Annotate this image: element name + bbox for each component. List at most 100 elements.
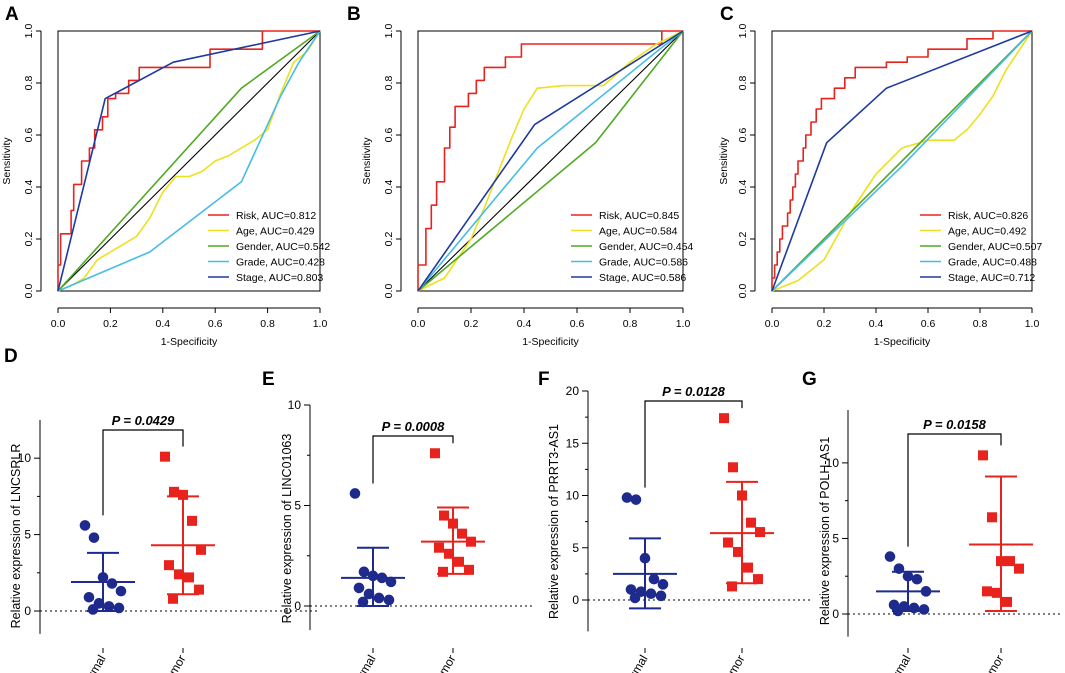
significance-bracket (102, 429, 184, 516)
panel-letter: E (262, 369, 275, 390)
y-tick-label: 0.8 (737, 76, 749, 91)
p-value-label: P = 0.0158 (923, 417, 987, 432)
y-tick-label: 0.6 (737, 128, 749, 143)
legend-label-risk: Risk, AUC=0.812 (236, 210, 316, 222)
x-axis-label: 1-Specificity (522, 336, 579, 348)
legend-label-grade: Grade, AUC=0.488 (948, 257, 1037, 269)
data-point-tumor (457, 528, 467, 539)
x-tick-label: 0.0 (51, 318, 66, 330)
y-tick-label: 10 (826, 456, 840, 470)
p-value-label: P = 0.0429 (112, 413, 176, 428)
data-point-tumor (169, 486, 179, 497)
p-value-label: P = 0.0128 (662, 384, 726, 399)
reference-diagonal (417, 30, 684, 292)
x-tick-label-tumor: tumor (431, 653, 458, 673)
data-point-normal (106, 578, 118, 589)
data-point-normal (911, 573, 923, 585)
data-point-tumor (439, 510, 449, 521)
data-point-normal (383, 594, 395, 606)
data-point-tumor (160, 451, 170, 462)
data-point-tumor (746, 517, 756, 528)
data-point-tumor (184, 572, 194, 583)
roc-curve-gender (417, 30, 684, 292)
y-tick-label: 1.0 (23, 24, 35, 39)
x-tick-label-normal: normal (620, 653, 650, 673)
data-point-normal (357, 596, 369, 608)
y-tick-label: 20 (566, 384, 580, 398)
data-point-normal (349, 488, 361, 499)
data-point-tumor (982, 586, 992, 597)
roc-curve-grade (57, 30, 321, 292)
y-tick-label: 0.8 (23, 76, 35, 91)
x-tick-label: 0.6 (208, 318, 223, 330)
plot-frame (57, 30, 321, 292)
y-axis-label: Relative expression of LINC01063 (280, 434, 294, 624)
data-point-normal (103, 601, 115, 612)
data-point-normal (625, 584, 637, 595)
data-point-tumor (164, 560, 174, 571)
roc-curve-stage (417, 30, 684, 292)
x-tick-label: 0.0 (765, 318, 780, 330)
y-tick-label: 0.6 (383, 128, 395, 143)
data-point-normal (358, 566, 370, 578)
y-tick-label: 10 (18, 451, 32, 465)
data-point-tumor (178, 489, 188, 500)
data-point-normal (115, 585, 127, 597)
data-point-normal (655, 590, 667, 602)
x-tick-label: 0.8 (260, 318, 275, 330)
roc-curve-stage (57, 30, 321, 292)
panel-letter: C (720, 4, 734, 25)
data-point-tumor (168, 593, 178, 604)
data-point-tumor (978, 450, 988, 461)
panel-letter: F (538, 369, 550, 390)
y-tick-label: 1.0 (737, 24, 749, 39)
data-point-tumor (755, 527, 765, 538)
dot-panel-f: F 0 5 10 15 20 Relative expression of PRRT3-AS… (538, 369, 810, 673)
x-tick-label: 0.2 (103, 318, 118, 330)
legend-label-stage: Stage, AUC=0.712 (948, 272, 1035, 284)
legend-label-stage: Stage, AUC=0.586 (599, 272, 686, 284)
data-point-tumor (743, 562, 753, 573)
legend-label-grade: Grade, AUC=0.586 (599, 257, 688, 269)
data-point-tumor (1014, 563, 1024, 574)
y-tick-label: 5 (832, 531, 839, 545)
x-tick-label-normal: normal (883, 653, 913, 673)
x-tick-label: 1.0 (313, 318, 328, 330)
roc-panel-b: B 0.0 0.2 0.4 0.6 0.8 1.0 0.0 0.2 0.4 0.6 0.8 1.0 Sen… (347, 4, 693, 348)
data-point-normal (87, 604, 99, 615)
data-point-normal (79, 520, 91, 531)
panel-letter: G (802, 369, 817, 390)
significance-bracket (372, 435, 454, 484)
data-point-normal (918, 604, 930, 615)
data-point-tumor (1005, 556, 1015, 567)
data-point-tumor (174, 569, 184, 580)
x-axis-label: 1-Specificity (874, 336, 931, 348)
y-tick-label: 0.2 (737, 232, 749, 247)
x-tick-label: 0.0 (411, 318, 426, 330)
legend-label-age: Age, AUC=0.429 (236, 226, 315, 238)
data-point-tumor (1002, 596, 1012, 607)
x-tick-label: 1.0 (676, 318, 691, 330)
data-point-tumor (728, 462, 738, 473)
panel-letter: D (4, 346, 18, 367)
y-tick-label: 0 (294, 599, 301, 613)
y-tick-label: 0.4 (737, 180, 749, 195)
y-tick-label: 0.8 (383, 76, 395, 91)
y-tick-label: 0.2 (23, 232, 35, 247)
panel-letter: B (347, 4, 361, 25)
roc-curve-risk (417, 30, 683, 291)
legend-label-age: Age, AUC=0.584 (599, 226, 678, 238)
x-axis-label: 1-Specificity (161, 336, 218, 348)
y-axis-label: Sensitivity (718, 137, 730, 185)
data-point-normal (630, 494, 642, 505)
data-point-tumor (464, 564, 474, 575)
x-tick-label: 0.6 (570, 318, 585, 330)
data-point-tumor (753, 574, 763, 585)
legend-label-stage: Stage, AUC=0.803 (236, 272, 323, 284)
x-tick-label: 0.8 (973, 318, 988, 330)
y-tick-label: 0 (572, 593, 579, 607)
plot-frame (771, 30, 1033, 292)
x-tick-label: 0.2 (817, 318, 832, 330)
